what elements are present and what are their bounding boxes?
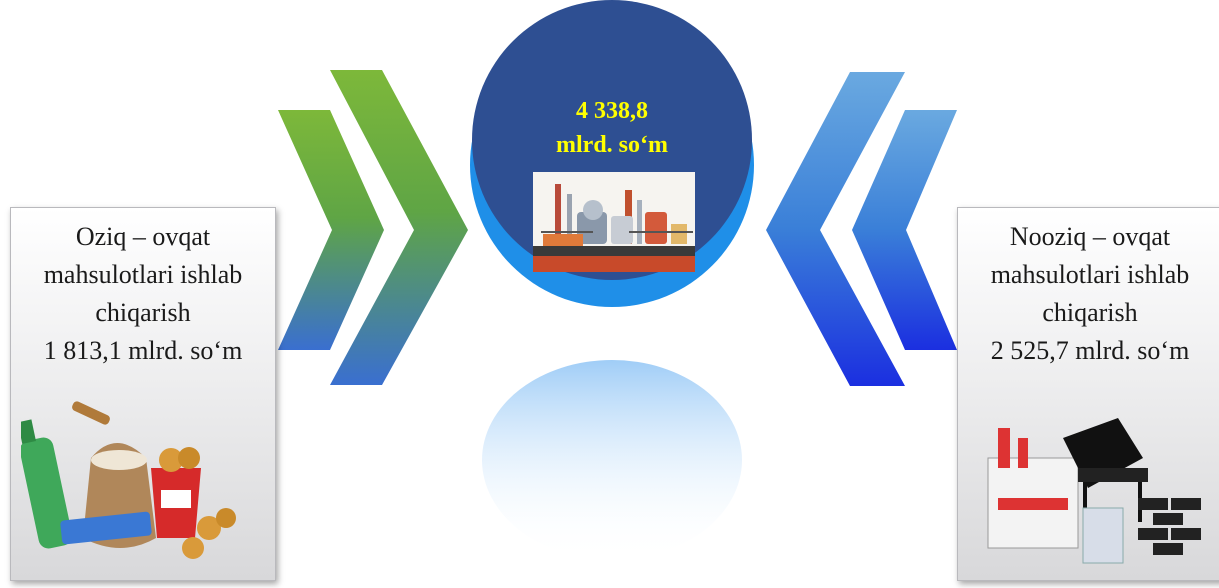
food-card-value: 1 813,1 mlrd. so‘m xyxy=(43,336,243,365)
nonfood-card-line3: chiqarish xyxy=(1042,298,1138,327)
nonfood-card-value: 2 525,7 mlrd. so‘m xyxy=(990,336,1190,365)
food-products-text: Oziq – ovqat mahsulotlari ishlab chiqari… xyxy=(17,218,269,370)
left-chevron-outer xyxy=(278,110,384,350)
circle-reflection xyxy=(482,360,742,560)
right-chevron-outer xyxy=(852,110,957,350)
non-food-products-text: Nooziq – ovqat mahsulotlari ishlab chiqa… xyxy=(964,218,1216,370)
nonfood-card-line1: Nooziq – ovqat xyxy=(1009,222,1171,251)
food-card-line3: chiqarish xyxy=(95,298,191,327)
food-card-line1: Oziq – ovqat xyxy=(75,222,211,251)
nonfood-card-line2: mahsulotlari ishlab xyxy=(990,260,1190,289)
left-chevron-inner xyxy=(330,70,468,385)
food-card-line2: mahsulotlari ishlab xyxy=(43,260,243,289)
total-unit: mlrd. so‘m xyxy=(556,132,668,158)
non-food-products-icon xyxy=(968,398,1212,568)
non-food-products-card: Nooziq – ovqat mahsulotlari ishlab chiqa… xyxy=(957,207,1219,581)
food-products-card: Oziq – ovqat mahsulotlari ishlab chiqari… xyxy=(10,207,276,581)
center-circle: 4 338,8 mlrd. so‘m xyxy=(472,0,752,300)
total-value: 4 338,8 xyxy=(576,98,648,124)
factory-icon xyxy=(533,172,695,272)
right-chevron-inner xyxy=(766,72,905,386)
food-products-icon xyxy=(17,398,265,568)
